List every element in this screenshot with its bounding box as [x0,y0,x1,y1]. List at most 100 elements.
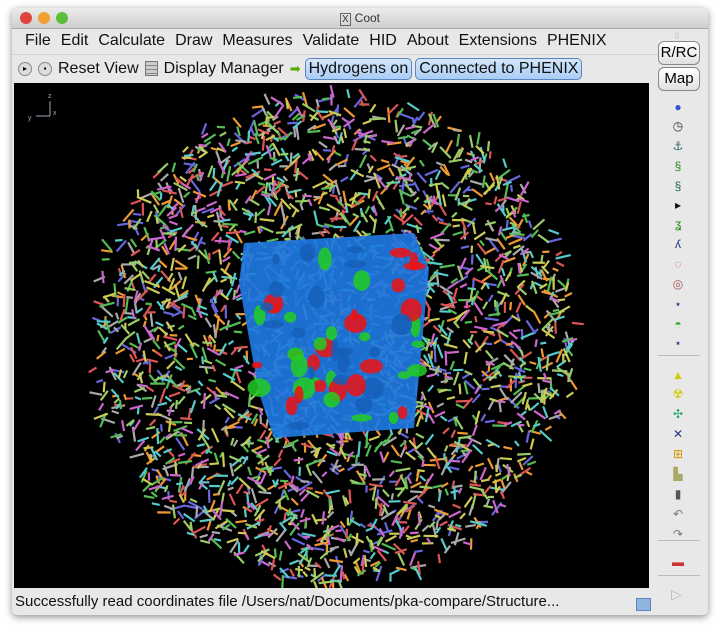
density-blob [284,311,297,323]
toolbar: ▸ ▪ Reset View Display Manager ➡ Hydroge… [12,54,658,82]
density-blob [288,421,310,430]
axis-x-label: x [53,110,57,117]
side-chain-icon[interactable]: ◓ [674,317,682,331]
density-blob [407,364,428,377]
expand-icon[interactable]: ▷ [671,586,682,602]
density-blob [301,252,316,260]
density-blob [388,411,399,424]
add-terminal-icon[interactable]: ⊞ [672,447,684,461]
axis-y-label: y [28,115,32,122]
refine-regularize-icon[interactable]: ● [674,100,682,114]
density-blob [313,379,327,393]
menu-draw[interactable]: Draw [175,32,213,49]
density-blob [411,340,426,348]
rotate-translate-icon[interactable]: ◎ [672,277,684,291]
hydrogens-arrow-icon: ➡ [289,60,301,76]
title-bar: X Coot [12,8,708,29]
add-atom-icon[interactable]: ✣ [672,407,684,421]
back-icon[interactable]: ▸ [18,61,32,76]
rotamer-icon[interactable]: ʓ [674,217,682,231]
density-blob [389,247,412,258]
drag-handle[interactable]: ⠿ [674,32,680,41]
hydrogens-toggle[interactable]: Hydrogens on [304,57,413,80]
close-button[interactable] [20,12,32,24]
density-blob [331,337,339,362]
reset-view-button[interactable]: Reset View [58,59,139,77]
density-blob [343,260,367,268]
coot-window: X Coot File Edit Calculate Draw Measures … [12,8,708,615]
window-title: X Coot [12,11,708,26]
stop-icon[interactable]: ▪ [38,61,52,76]
density-blob [287,347,304,361]
density-blob [391,313,413,336]
bond-group [91,93,569,582]
density-blob [294,385,304,404]
density-blob [336,350,350,373]
menu-edit[interactable]: Edit [60,32,89,49]
undo-icon[interactable]: ↶ [672,507,684,521]
menu-hid[interactable]: HID [369,32,397,49]
density-blob [291,327,306,339]
minimize-button[interactable] [38,12,50,24]
window-title-text: Coot [354,11,381,25]
density-blob [403,262,426,271]
delete-icon[interactable]: ▮ [674,487,682,501]
edit-chi-icon[interactable]: ⋆ [674,336,682,350]
menu-phenix[interactable]: PHENIX [546,32,607,49]
expand-arrow-icon[interactable]: ▸ [674,198,682,212]
density-blob [285,396,298,416]
density-blob [351,414,373,422]
density-blob [318,247,332,271]
mutate-icon[interactable]: ▙ [673,467,683,481]
map-color-icon[interactable]: ▬ [672,555,684,569]
density-blob [251,361,263,369]
axes-indicator: z x y [28,93,57,122]
status-icon [636,598,651,611]
menu-extensions[interactable]: Extensions [458,32,537,49]
torsion-general-icon[interactable]: ◌ [674,257,682,271]
map-button[interactable]: Map [658,67,700,91]
auto-fit-rotamer-icon[interactable]: § [674,179,682,193]
menu-validate[interactable]: Validate [302,32,360,49]
density-blob [323,391,340,408]
radioactive-icon[interactable]: ☢ [672,387,684,401]
rigid-body-fit-icon[interactable]: ◷ [672,119,684,133]
density-blob [308,285,325,308]
density-blob [369,346,380,358]
menu-measures[interactable]: Measures [222,32,293,49]
density-blob [391,278,406,293]
density-blob [359,359,383,374]
add-alt-conf-icon[interactable]: ✕ [672,427,684,441]
refine-rc-button[interactable]: R/RC [658,41,700,65]
density-blob [346,246,364,254]
menu-bar: File Edit Calculate Draw Measures Valida… [12,28,660,54]
density-blob [346,374,366,397]
density-blob [332,374,351,385]
display-manager-button[interactable]: Display Manager [163,59,284,77]
anchor-icon[interactable]: ⚓ [672,139,684,153]
add-water-icon[interactable]: ▲ [672,368,684,382]
phenix-connection-toggle[interactable]: Connected to PHENIX [415,57,583,80]
density-blob [262,320,285,329]
density-blob [351,309,358,320]
density-blob [313,337,327,351]
density-blob [397,371,412,379]
zoom-button[interactable] [56,12,68,24]
molecule-graphics: z x y [28,84,584,593]
density-blob [353,270,371,291]
x11-icon: X [339,13,351,26]
redo-icon[interactable]: ↷ [672,527,684,541]
density-blob [260,302,274,312]
menu-calculate[interactable]: Calculate [98,32,166,49]
backrub-icon[interactable]: ⋆ [674,297,682,311]
flip-peptide-icon[interactable]: ʎ [675,237,681,251]
real-space-refine-icon[interactable]: § [674,159,682,173]
density-map [239,233,429,438]
molecule-viewer-canvas[interactable]: z x y [14,83,649,593]
menu-file[interactable]: File [25,32,51,49]
density-blob [247,378,271,397]
density-blob [360,377,384,399]
density-blob [308,366,315,380]
density-blob [272,253,280,265]
menu-about[interactable]: About [406,32,449,49]
